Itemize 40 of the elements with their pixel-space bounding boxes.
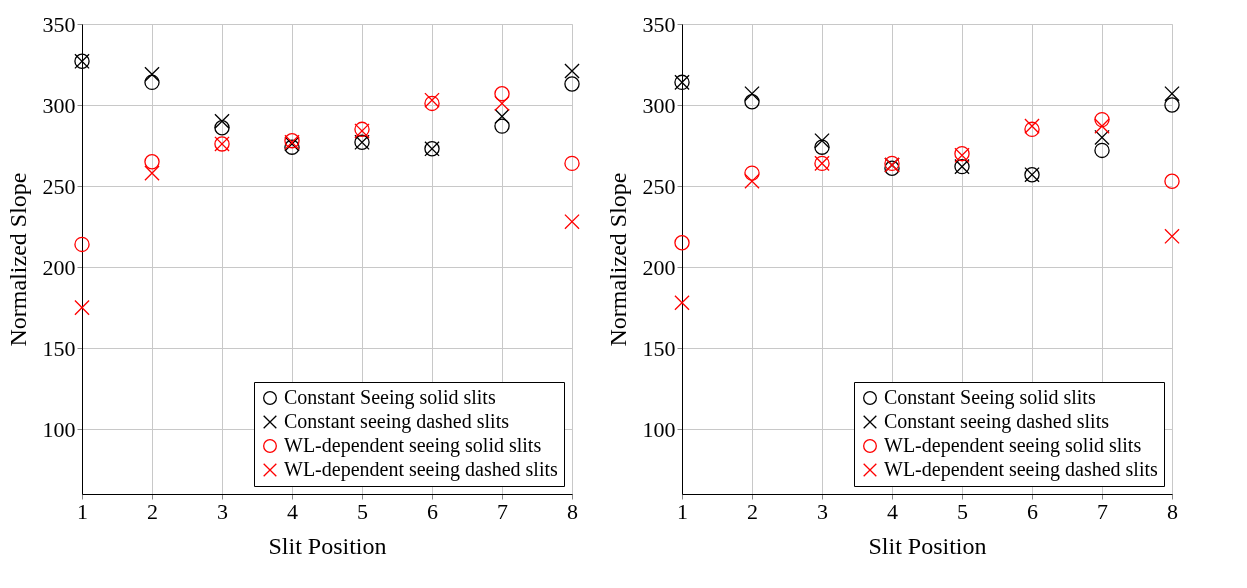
x-tick-label: 4 [287,498,298,524]
y-axis-title: Normalized Slope [4,172,31,347]
legend-label: WL-dependent seeing solid slits [284,434,542,457]
x-tick-label: 6 [427,498,438,524]
x-tick-label: 7 [497,498,508,524]
y-tick-label: 100 [642,416,676,442]
y-tick-label: 300 [642,92,676,118]
x-tick-label: 8 [1167,498,1178,524]
x-axis-title: Slit Position [868,532,987,559]
y-tick-label: 250 [42,173,76,199]
x-tick-label: 5 [957,498,968,524]
y-tick-label: 300 [42,92,76,118]
y-axis-title: Normalized Slope [604,172,631,347]
x-tick-label: 3 [217,498,228,524]
x-axis-title: Slit Position [268,532,387,559]
y-tick-label: 350 [642,11,676,37]
x-tick-label: 6 [1027,498,1038,524]
y-tick-label: 150 [642,335,676,361]
x-tick-label: 3 [817,498,828,524]
legend-label: Constant Seeing solid slits [884,386,1096,409]
x-tick-label: 8 [567,498,578,524]
y-tick-label: 100 [42,416,76,442]
x-tick-label: 2 [147,498,158,524]
x-tick-label: 2 [747,498,758,524]
y-tick-label: 150 [42,335,76,361]
x-tick-label: 1 [677,498,688,524]
x-tick-label: 1 [77,498,88,524]
legend-label: WL-dependent seeing dashed slits [284,458,559,481]
legend-label: Constant seeing dashed slits [884,410,1110,433]
legend-label: WL-dependent seeing solid slits [884,434,1142,457]
x-tick-label: 7 [1097,498,1108,524]
y-tick-label: 200 [642,254,676,280]
x-tick-label: 4 [887,498,898,524]
y-tick-label: 200 [42,254,76,280]
legend-label: WL-dependent seeing dashed slits [884,458,1159,481]
y-tick-label: 350 [42,11,76,37]
legend-label: Constant seeing dashed slits [284,410,510,433]
y-tick-label: 250 [642,173,676,199]
legend-label: Constant Seeing solid slits [284,386,496,409]
x-tick-label: 5 [357,498,368,524]
